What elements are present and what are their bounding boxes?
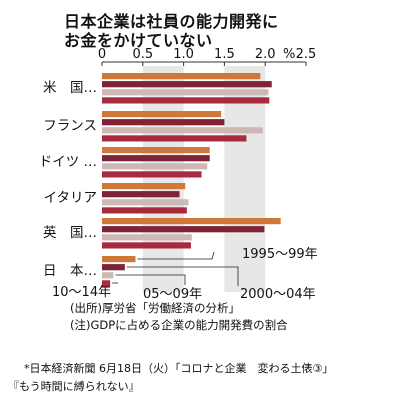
bar-s0-c2 bbox=[102, 147, 210, 154]
bar-s1-c5 bbox=[102, 264, 125, 271]
period-label-1: 2000〜04年 bbox=[240, 287, 316, 302]
x-tick-label-3: 1.5 bbox=[214, 47, 235, 62]
x-tick-label-0: 0 bbox=[98, 47, 106, 62]
chart-title-line-2: お金をかけていない bbox=[64, 31, 213, 50]
bar-s2-c3 bbox=[102, 199, 189, 206]
source-note: (出所)厚労省「労働経済の分析」 bbox=[70, 301, 240, 315]
x-tick-label-1: 0.5 bbox=[132, 47, 153, 62]
bar-s3-c3 bbox=[102, 207, 187, 214]
leader-line-2 bbox=[115, 274, 186, 285]
caption-line-1: *日本経済新聞 6月18日（火）「コロナと企業 変わる土俵③」 bbox=[24, 362, 334, 375]
bar-s2-c1 bbox=[102, 127, 263, 134]
x-axis-unit: % bbox=[283, 47, 295, 62]
leader-line-1 bbox=[126, 266, 239, 286]
bar-s0-c1 bbox=[102, 111, 222, 118]
period-label-2: 05〜09年 bbox=[143, 287, 202, 302]
x-tick-label-2: 1.0 bbox=[173, 47, 194, 62]
bar-s1-c4 bbox=[102, 226, 265, 233]
shaded-band-0 bbox=[142, 66, 184, 292]
category-label-1: フランス bbox=[43, 118, 97, 134]
period-label-0: 1995〜99年 bbox=[242, 247, 318, 262]
period-label-3: 10〜14年 bbox=[52, 285, 111, 300]
bar-s2-c5 bbox=[102, 272, 114, 279]
category-label-5: 日 本… bbox=[43, 263, 97, 279]
caption-line-2: 『もう時間に縛られない』 bbox=[8, 380, 140, 393]
bar-s0-c5 bbox=[102, 256, 136, 263]
bar-s0-c3 bbox=[102, 183, 186, 190]
bar-s2-c0 bbox=[102, 89, 269, 96]
bar-s0-c0 bbox=[102, 73, 261, 80]
leader-line-0 bbox=[137, 251, 215, 260]
category-label-2: ドイツ … bbox=[39, 154, 97, 170]
chart-title-line-1: 日本企業は社員の能力開発に bbox=[64, 12, 279, 31]
bar-s2-c2 bbox=[102, 163, 208, 170]
bar-s3-c1 bbox=[102, 135, 247, 142]
category-label-3: イタリア bbox=[44, 190, 97, 206]
category-label-0: 米 国… bbox=[43, 80, 97, 96]
category-label-4: 英 国… bbox=[43, 224, 97, 241]
bar-s3-c5 bbox=[102, 280, 111, 287]
x-tick-label-5: 2.5 bbox=[296, 47, 317, 62]
shaded-band-1 bbox=[224, 66, 266, 292]
bar-s1-c1 bbox=[102, 119, 225, 126]
x-tick-label-4: 2.0 bbox=[255, 47, 276, 62]
bar-s3-c0 bbox=[102, 97, 270, 104]
bar-s3-c4 bbox=[102, 242, 191, 249]
bar-s2-c4 bbox=[102, 234, 192, 241]
bar-s1-c3 bbox=[102, 191, 180, 198]
bar-s0-c4 bbox=[102, 218, 281, 225]
bar-s1-c2 bbox=[102, 155, 210, 162]
bar-s1-c0 bbox=[102, 81, 272, 88]
bar-s3-c2 bbox=[102, 171, 202, 178]
gdp-note: (注)GDPに占める企業の能力開発費の割合 bbox=[70, 318, 288, 332]
